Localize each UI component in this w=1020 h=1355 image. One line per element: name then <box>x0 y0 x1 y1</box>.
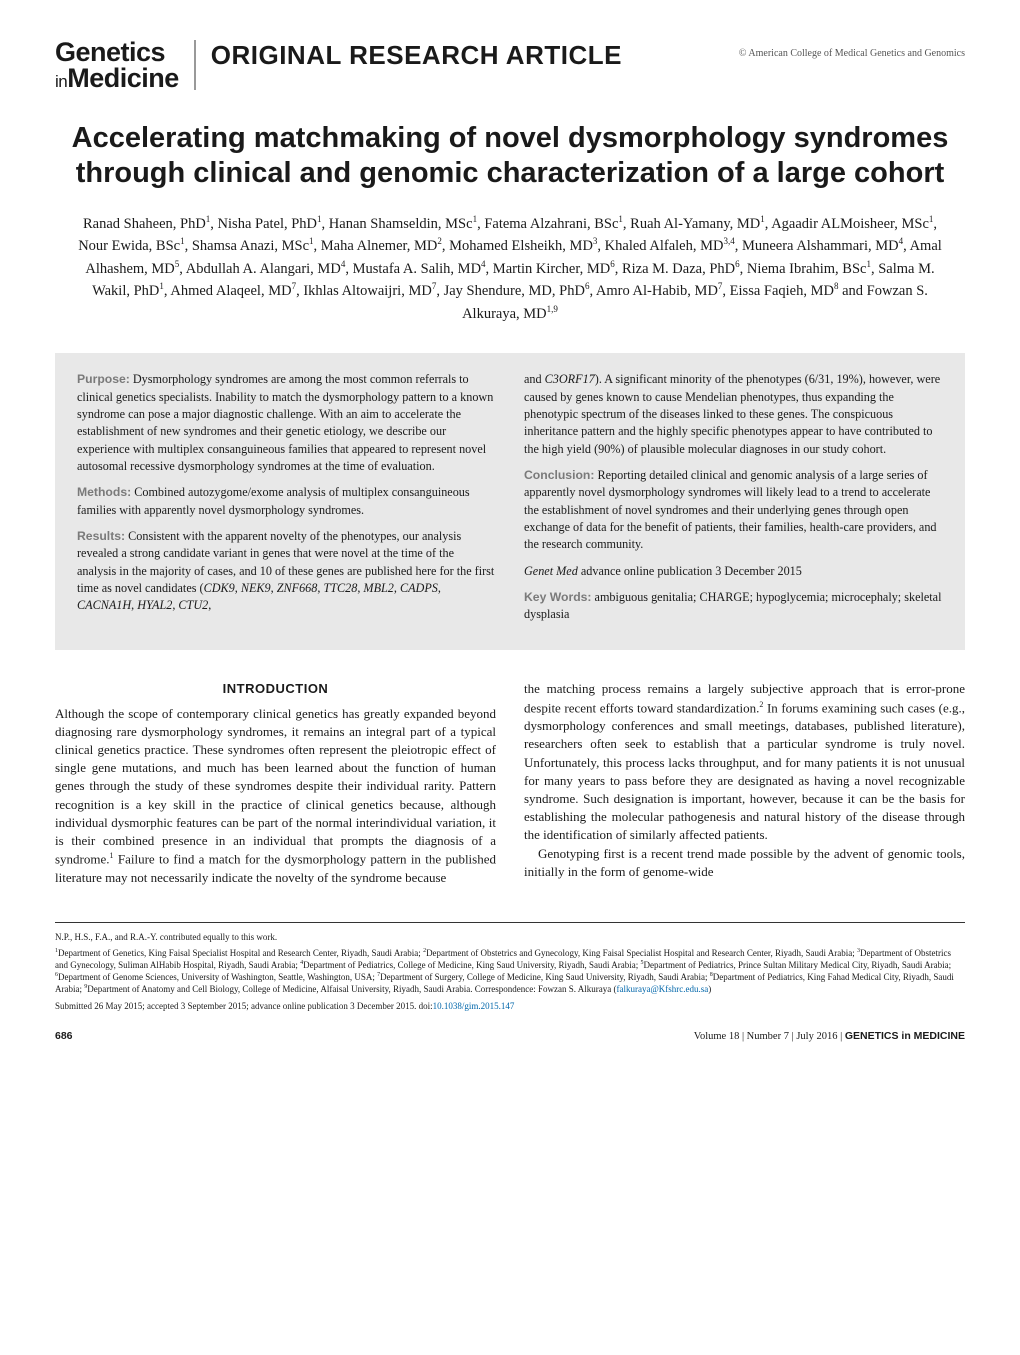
abstract-box: Purpose: Dysmorphology syndromes are amo… <box>55 353 965 650</box>
abstract-methods: Methods: Combined autozygome/exome analy… <box>77 484 496 519</box>
footer-submitted: Submitted 26 May 2015; accepted 3 Septem… <box>55 1000 965 1012</box>
body-right-column: the matching process remains a largely s… <box>524 680 965 886</box>
abstract-results: Results: Consistent with the apparent no… <box>77 528 496 615</box>
abstract-right-column: and C3ORF17). A significant minority of … <box>524 371 943 632</box>
journal-name-line2: inMedicine <box>55 66 179 92</box>
page-number: 686 <box>55 1030 73 1042</box>
page-header: Genetics inMedicine ORIGINAL RESEARCH AR… <box>55 40 965 91</box>
introduction-heading: INTRODUCTION <box>55 680 496 698</box>
footer-block: N.P., H.S., F.A., and R.A.-Y. contribute… <box>55 922 965 1012</box>
header-divider <box>194 40 196 90</box>
copyright-text: © American College of Medical Genetics a… <box>739 48 965 59</box>
abstract-pubinfo: Genet Med advance online publication 3 D… <box>524 563 943 580</box>
abstract-conclusion: Conclusion: Reporting detailed clinical … <box>524 467 943 554</box>
page-meta: Volume 18 | Number 7 | July 2016 | GENET… <box>694 1030 965 1042</box>
abstract-keywords: Key Words: ambiguous genitalia; CHARGE; … <box>524 589 943 624</box>
body-paragraph: the matching process remains a largely s… <box>524 680 965 844</box>
body-left-column: INTRODUCTION Although the scope of conte… <box>55 680 496 886</box>
body-paragraph: Although the scope of contemporary clini… <box>55 705 496 887</box>
article-type: ORIGINAL RESEARCH ARTICLE <box>211 40 622 71</box>
body-paragraph: Genotyping first is a recent trend made … <box>524 845 965 881</box>
abstract-purpose: Purpose: Dysmorphology syndromes are amo… <box>77 371 496 475</box>
footer-contrib: N.P., H.S., F.A., and R.A.-Y. contribute… <box>55 931 965 943</box>
article-title: Accelerating matchmaking of novel dysmor… <box>55 121 965 191</box>
page-footer: 686 Volume 18 | Number 7 | July 2016 | G… <box>55 1030 965 1042</box>
header-left: Genetics inMedicine ORIGINAL RESEARCH AR… <box>55 40 622 91</box>
body-columns: INTRODUCTION Although the scope of conte… <box>55 680 965 886</box>
abstract-results-cont: and C3ORF17). A significant minority of … <box>524 371 943 458</box>
journal-logo: Genetics inMedicine <box>55 40 179 91</box>
abstract-left-column: Purpose: Dysmorphology syndromes are amo… <box>77 371 496 632</box>
footer-affiliations: 1Department of Genetics, King Faisal Spe… <box>55 947 965 996</box>
author-list: Ranad Shaheen, PhD1, Nisha Patel, PhD1, … <box>55 213 965 325</box>
